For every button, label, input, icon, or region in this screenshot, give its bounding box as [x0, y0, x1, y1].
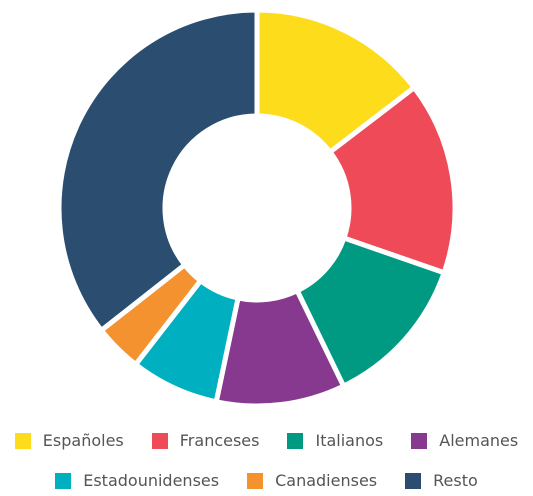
legend-item: Franceses: [151, 430, 260, 452]
legend-item: Estadounidenses: [55, 470, 219, 492]
legend-swatch: [411, 433, 428, 449]
legend-swatch: [55, 473, 72, 489]
legend-label: Italianos: [315, 431, 384, 450]
legend-swatch: [14, 433, 31, 449]
legend-swatch: [287, 433, 304, 449]
legend-item: Canadienses: [247, 470, 377, 492]
legend-label: Franceses: [179, 431, 260, 450]
donut-slice: [326, 84, 458, 276]
legend-item: Españoles: [14, 430, 124, 452]
legend-swatch: [247, 473, 264, 489]
legend-label: Resto: [433, 471, 478, 490]
legend-label: Estadounidenses: [83, 471, 220, 490]
legend-label: Españoles: [42, 431, 124, 450]
legend: Españoles Franceses Italianos Alemanes Estad…: [0, 430, 533, 492]
legend-item: Italianos: [287, 430, 383, 452]
legend-item: Alemanes: [411, 430, 518, 452]
legend-label: Alemanes: [439, 431, 519, 450]
legend-swatch: [405, 473, 422, 489]
donut-slice: [56, 7, 260, 334]
legend-label: Canadienses: [275, 471, 378, 490]
chart: [56, 7, 458, 406]
legend-item: Resto: [405, 470, 478, 492]
legend-swatch: [151, 433, 168, 449]
